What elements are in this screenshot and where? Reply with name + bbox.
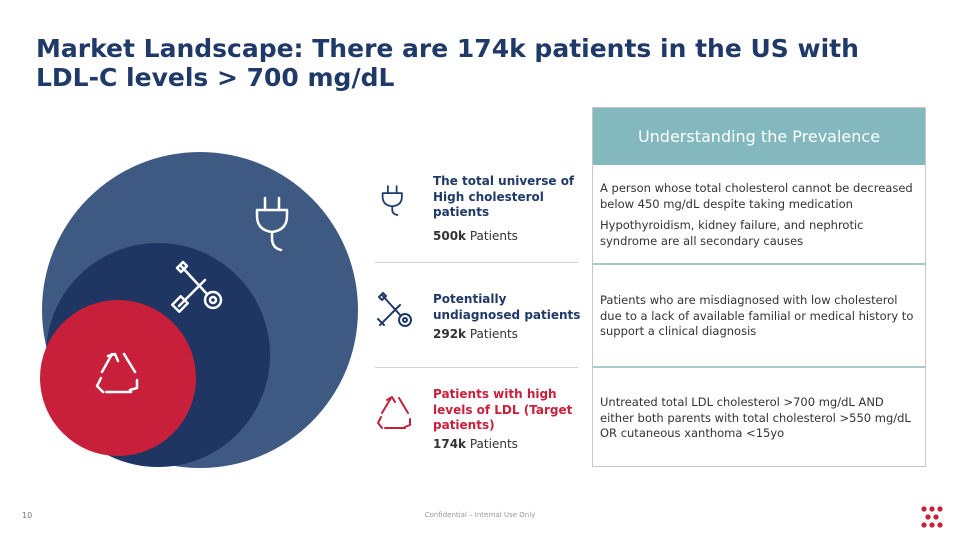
legend-divider <box>375 262 578 263</box>
plug-icon <box>255 196 289 252</box>
tools-icon <box>170 260 223 314</box>
nested-circles-diagram <box>40 152 358 468</box>
legend-count-undiagnosed: 292k Patients <box>433 327 583 341</box>
table-row-divider <box>593 263 925 265</box>
cell-text: Hypothyroidism, kidney failure, and neph… <box>600 218 864 248</box>
count-unit: Patients <box>469 327 518 341</box>
legend-label-undiagnosed: Potentially undiagnosed patients <box>433 292 581 322</box>
inner-circle <box>40 300 196 456</box>
cell-text: A person whose total cholesterol cannot … <box>600 181 913 211</box>
count-value: 500k <box>433 229 467 243</box>
count-value: 174k <box>433 437 467 451</box>
confidential-notice: Confidential – Internal Use Only <box>424 511 536 519</box>
cell-text: Patients who are misdiagnosed with low c… <box>600 293 914 338</box>
table-cell-undiagnosed: Patients who are misdiagnosed with low c… <box>593 293 925 346</box>
page-title: Market Landscape: There are 174k patient… <box>36 34 859 92</box>
legend-label-total-universe: The total universe of High cholesterol p… <box>433 174 575 219</box>
count-value: 292k <box>433 327 467 341</box>
recycle-icon <box>377 396 411 429</box>
recycle-icon <box>95 352 139 394</box>
legend-count-target: 174k Patients <box>433 437 583 451</box>
table-cell-target: Untreated total LDL cholesterol >700 mg/… <box>593 395 925 448</box>
plug-icon <box>381 185 403 216</box>
prevalence-table: Understanding the Prevalence A person wh… <box>592 107 926 467</box>
legend-row-target: Patients with high levels of LDL (Target… <box>375 387 580 457</box>
table-header: Understanding the Prevalence <box>593 108 925 165</box>
legend-row-total-universe: The total universe of High cholesterol p… <box>375 174 580 244</box>
count-unit: Patients <box>469 437 518 451</box>
count-unit: Patients <box>469 229 518 243</box>
page-number: 10 <box>22 511 33 520</box>
legend-row-undiagnosed: Potentially undiagnosed patients 292k Pa… <box>375 292 580 342</box>
company-logo <box>921 506 943 528</box>
legend-divider <box>375 367 578 368</box>
cell-text: Untreated total LDL cholesterol >700 mg/… <box>600 395 911 440</box>
tools-icon <box>377 292 412 327</box>
table-row-divider <box>593 366 925 368</box>
legend-label-target: Patients with high levels of LDL (Target… <box>433 387 573 432</box>
table-cell-total-universe: A person whose total cholesterol cannot … <box>593 181 925 255</box>
legend-count-total-universe: 500k Patients <box>433 229 583 243</box>
